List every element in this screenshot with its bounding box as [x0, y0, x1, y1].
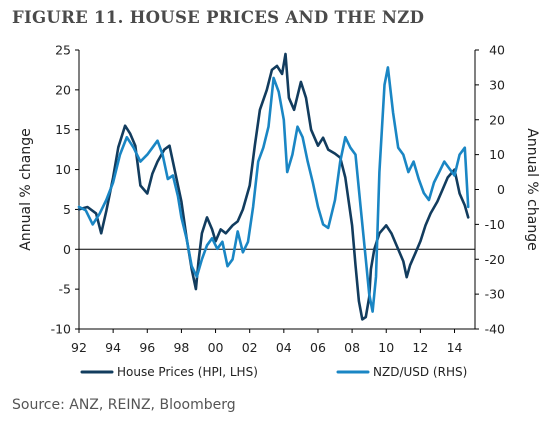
x-tick-label: 14 — [447, 340, 463, 355]
x-tick-label: 12 — [412, 340, 428, 355]
x-tick-label: 06 — [310, 340, 326, 355]
nzd-usd-line — [77, 66, 470, 313]
legend-nzd-usd-label: NZD/USD (RHS) — [373, 365, 467, 379]
x-tick-label: 00 — [208, 340, 224, 355]
y-right-tick-label: -30 — [485, 287, 505, 302]
y-right-tick-label: 0 — [497, 182, 505, 197]
y-left-axis-label: Annual % change — [18, 128, 34, 250]
x-tick-label: 96 — [139, 340, 155, 355]
y-right-tick-label: 20 — [489, 112, 505, 127]
y-left-tick-label: -10 — [51, 322, 71, 337]
y-right-tick-label: -20 — [485, 252, 505, 267]
x-tick-label: 02 — [242, 340, 258, 355]
legend-house-prices-label: House Prices (HPI, LHS) — [117, 365, 258, 379]
y-left-tick-label: 0 — [63, 242, 71, 257]
x-tick-label: 94 — [105, 340, 121, 355]
y-right-tick-label: 10 — [489, 147, 505, 162]
y-left-tick-label: 5 — [63, 202, 71, 217]
x-tick-label: 98 — [173, 340, 189, 355]
y-right-tick-label: -10 — [485, 217, 505, 232]
y-right-tick-label: 40 — [489, 43, 505, 58]
x-tick-label: 04 — [276, 340, 292, 355]
chart-area: -10 -5 0 5 10 15 20 25 -40 -30 -20 -10 0 10 20 30 40 92 94… — [18, 43, 540, 380]
x-tick-label: 08 — [344, 340, 360, 355]
chart-title: FIGURE 11. HOUSE PRICES AND THE NZD — [12, 8, 425, 27]
y-left-tick-label: -5 — [59, 282, 71, 297]
house-prices-line — [77, 52, 470, 321]
y-left-tick-label: 10 — [55, 162, 71, 177]
y-left-tick-label: 15 — [55, 122, 71, 137]
y-right-tick-label: 30 — [489, 77, 505, 92]
source-note: Source: ANZ, REINZ, Bloomberg — [12, 397, 236, 413]
x-tick-label: 92 — [71, 340, 87, 355]
x-tick-label: 10 — [378, 340, 394, 355]
y-left-tick-label: 20 — [55, 82, 71, 97]
y-right-tick-label: -40 — [485, 322, 505, 337]
y-left-tick-label: 25 — [55, 43, 71, 58]
y-right-axis-label: Annual % change — [524, 128, 540, 250]
